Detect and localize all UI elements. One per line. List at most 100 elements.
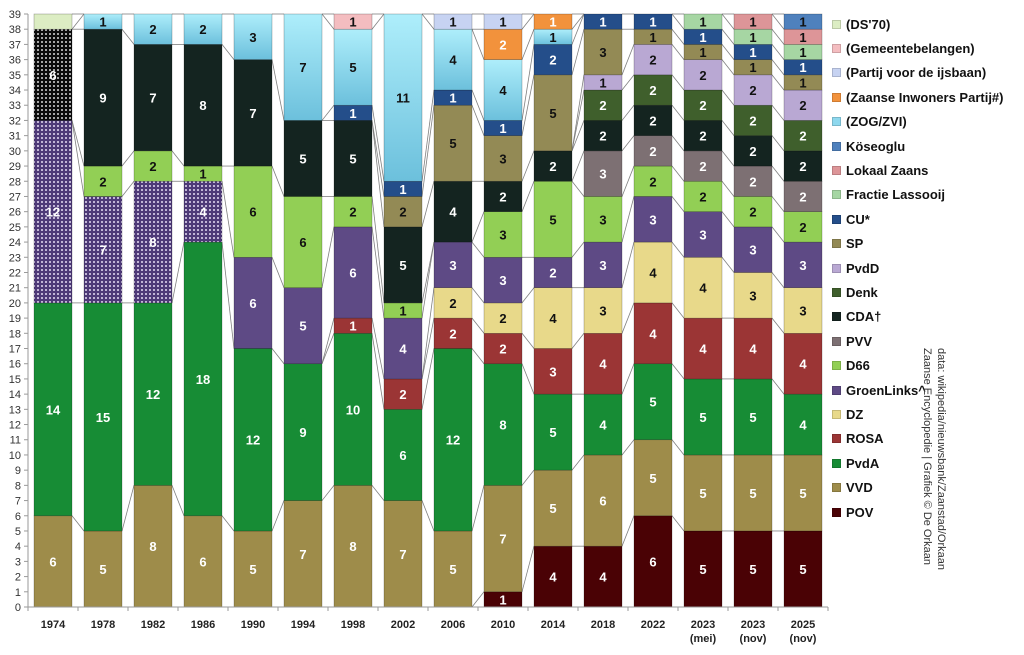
data-label: 9 — [99, 91, 106, 106]
data-label: 4 — [199, 205, 207, 220]
bar-segment-groenlinks — [733, 226, 773, 273]
series-line — [621, 44, 635, 75]
legend-swatch — [832, 434, 841, 444]
data-label: 5 — [349, 151, 356, 166]
y-tick-label: 20 — [9, 298, 21, 310]
series-line — [521, 74, 535, 136]
series-line — [471, 348, 485, 364]
data-label: 5 — [449, 136, 456, 151]
series-line — [671, 13, 685, 30]
data-label: 2 — [149, 22, 156, 37]
series-line — [671, 135, 685, 152]
x-tick-label: (mei) — [690, 633, 717, 645]
bar-segment-cu — [583, 13, 623, 30]
series-line — [721, 44, 735, 60]
bar-segment-dz — [633, 241, 673, 304]
series-line — [521, 181, 535, 212]
y-tick-label: 1 — [15, 587, 21, 599]
x-tick-label: (nov) — [790, 633, 817, 645]
data-label: 1 — [399, 182, 406, 197]
data-label: 2 — [799, 189, 806, 204]
data-label: 8 — [149, 235, 156, 250]
bar-segment-zog-zvi — [383, 13, 423, 182]
y-tick-label: 11 — [10, 435, 21, 447]
bar-segment-rosa — [733, 317, 773, 380]
data-label: 4 — [799, 357, 807, 372]
legend-item: VVD — [832, 475, 1004, 499]
series-line — [771, 13, 785, 30]
data-label: 1 — [549, 15, 556, 30]
data-label: 3 — [599, 212, 606, 227]
series-line — [571, 13, 585, 45]
data-label: 6 — [49, 554, 56, 569]
data-label: 5 — [99, 562, 106, 577]
bar-segment-vvd — [383, 500, 423, 608]
data-label: 4 — [499, 83, 507, 98]
bar-segment-pvda — [533, 393, 573, 471]
series-line — [321, 485, 335, 501]
data-label: 6 — [249, 205, 256, 220]
legend-swatch — [832, 507, 841, 517]
y-tick-label: 14 — [9, 389, 21, 401]
legend-swatch — [832, 409, 841, 419]
data-label: 5 — [299, 319, 306, 334]
data-label: 2 — [499, 189, 506, 204]
data-label: 7 — [499, 532, 506, 547]
bar-segment-vvd — [83, 530, 123, 608]
x-tick-label: 2014 — [541, 619, 566, 631]
series-line — [121, 485, 135, 532]
series-line — [421, 500, 435, 532]
data-label: 2 — [749, 113, 756, 128]
legend-item: (Zaanse Inwoners Partij#) — [832, 85, 1004, 109]
data-label: 3 — [599, 258, 606, 273]
data-label: 6 — [399, 448, 406, 463]
bar-segment-groenlinks — [333, 226, 373, 319]
bar-segment-d66 — [133, 150, 173, 182]
bar-segment-groenlinks — [483, 256, 523, 304]
data-label: 1 — [749, 60, 756, 75]
data-label: 14 — [46, 402, 61, 417]
data-label: 4 — [599, 357, 607, 372]
bar-segment-sp — [433, 104, 473, 182]
legend-swatch — [832, 44, 841, 54]
series-line — [321, 333, 335, 364]
x-tick-label: 2023 — [741, 619, 765, 631]
legend-label: Köseoglu — [846, 138, 906, 154]
data-label: 2 — [199, 22, 206, 37]
series-line — [571, 454, 585, 471]
data-label: 6 — [649, 554, 656, 569]
data-label: 5 — [549, 106, 556, 121]
bar-segment-partij-voor-de-ijsbaan — [483, 13, 523, 30]
data-label: 2 — [349, 205, 356, 220]
bar-segment-ds-70 — [33, 13, 73, 30]
data-label: 3 — [449, 258, 456, 273]
y-tick-label: 2 — [15, 572, 21, 584]
bar-segment-cda — [183, 44, 223, 167]
legend-swatch — [832, 385, 841, 395]
y-tick-label: 21 — [9, 283, 21, 295]
series-line — [621, 241, 635, 288]
series-line — [171, 241, 185, 303]
bar-segment-pvdd — [633, 44, 673, 76]
legend-swatch — [832, 141, 841, 151]
series-line — [521, 333, 535, 349]
bar-segment-groenlinks — [583, 241, 623, 288]
bar-segment-cda — [633, 104, 673, 136]
series-line — [71, 120, 85, 167]
bar-segment-d66 — [83, 165, 123, 197]
data-label: 2 — [699, 189, 706, 204]
data-label: 2 — [749, 144, 756, 159]
series-line — [71, 120, 85, 197]
data-label: 3 — [499, 227, 506, 242]
bar-segment-pvda — [783, 393, 823, 456]
y-tick-label: 9 — [15, 465, 21, 477]
legend-label: GroenLinks^ — [846, 382, 926, 398]
bar-segment-dz — [733, 272, 773, 319]
data-label: 2 — [699, 129, 706, 144]
legend-label: Lokaal Zaans — [846, 163, 929, 179]
legend-item: Köseoglu — [832, 134, 1004, 158]
axes: 0123456789101112131415161718192021222324… — [9, 9, 829, 645]
series-line — [771, 59, 785, 76]
data-label: 5 — [799, 486, 806, 501]
bar-segment-groenlinks — [283, 287, 323, 365]
